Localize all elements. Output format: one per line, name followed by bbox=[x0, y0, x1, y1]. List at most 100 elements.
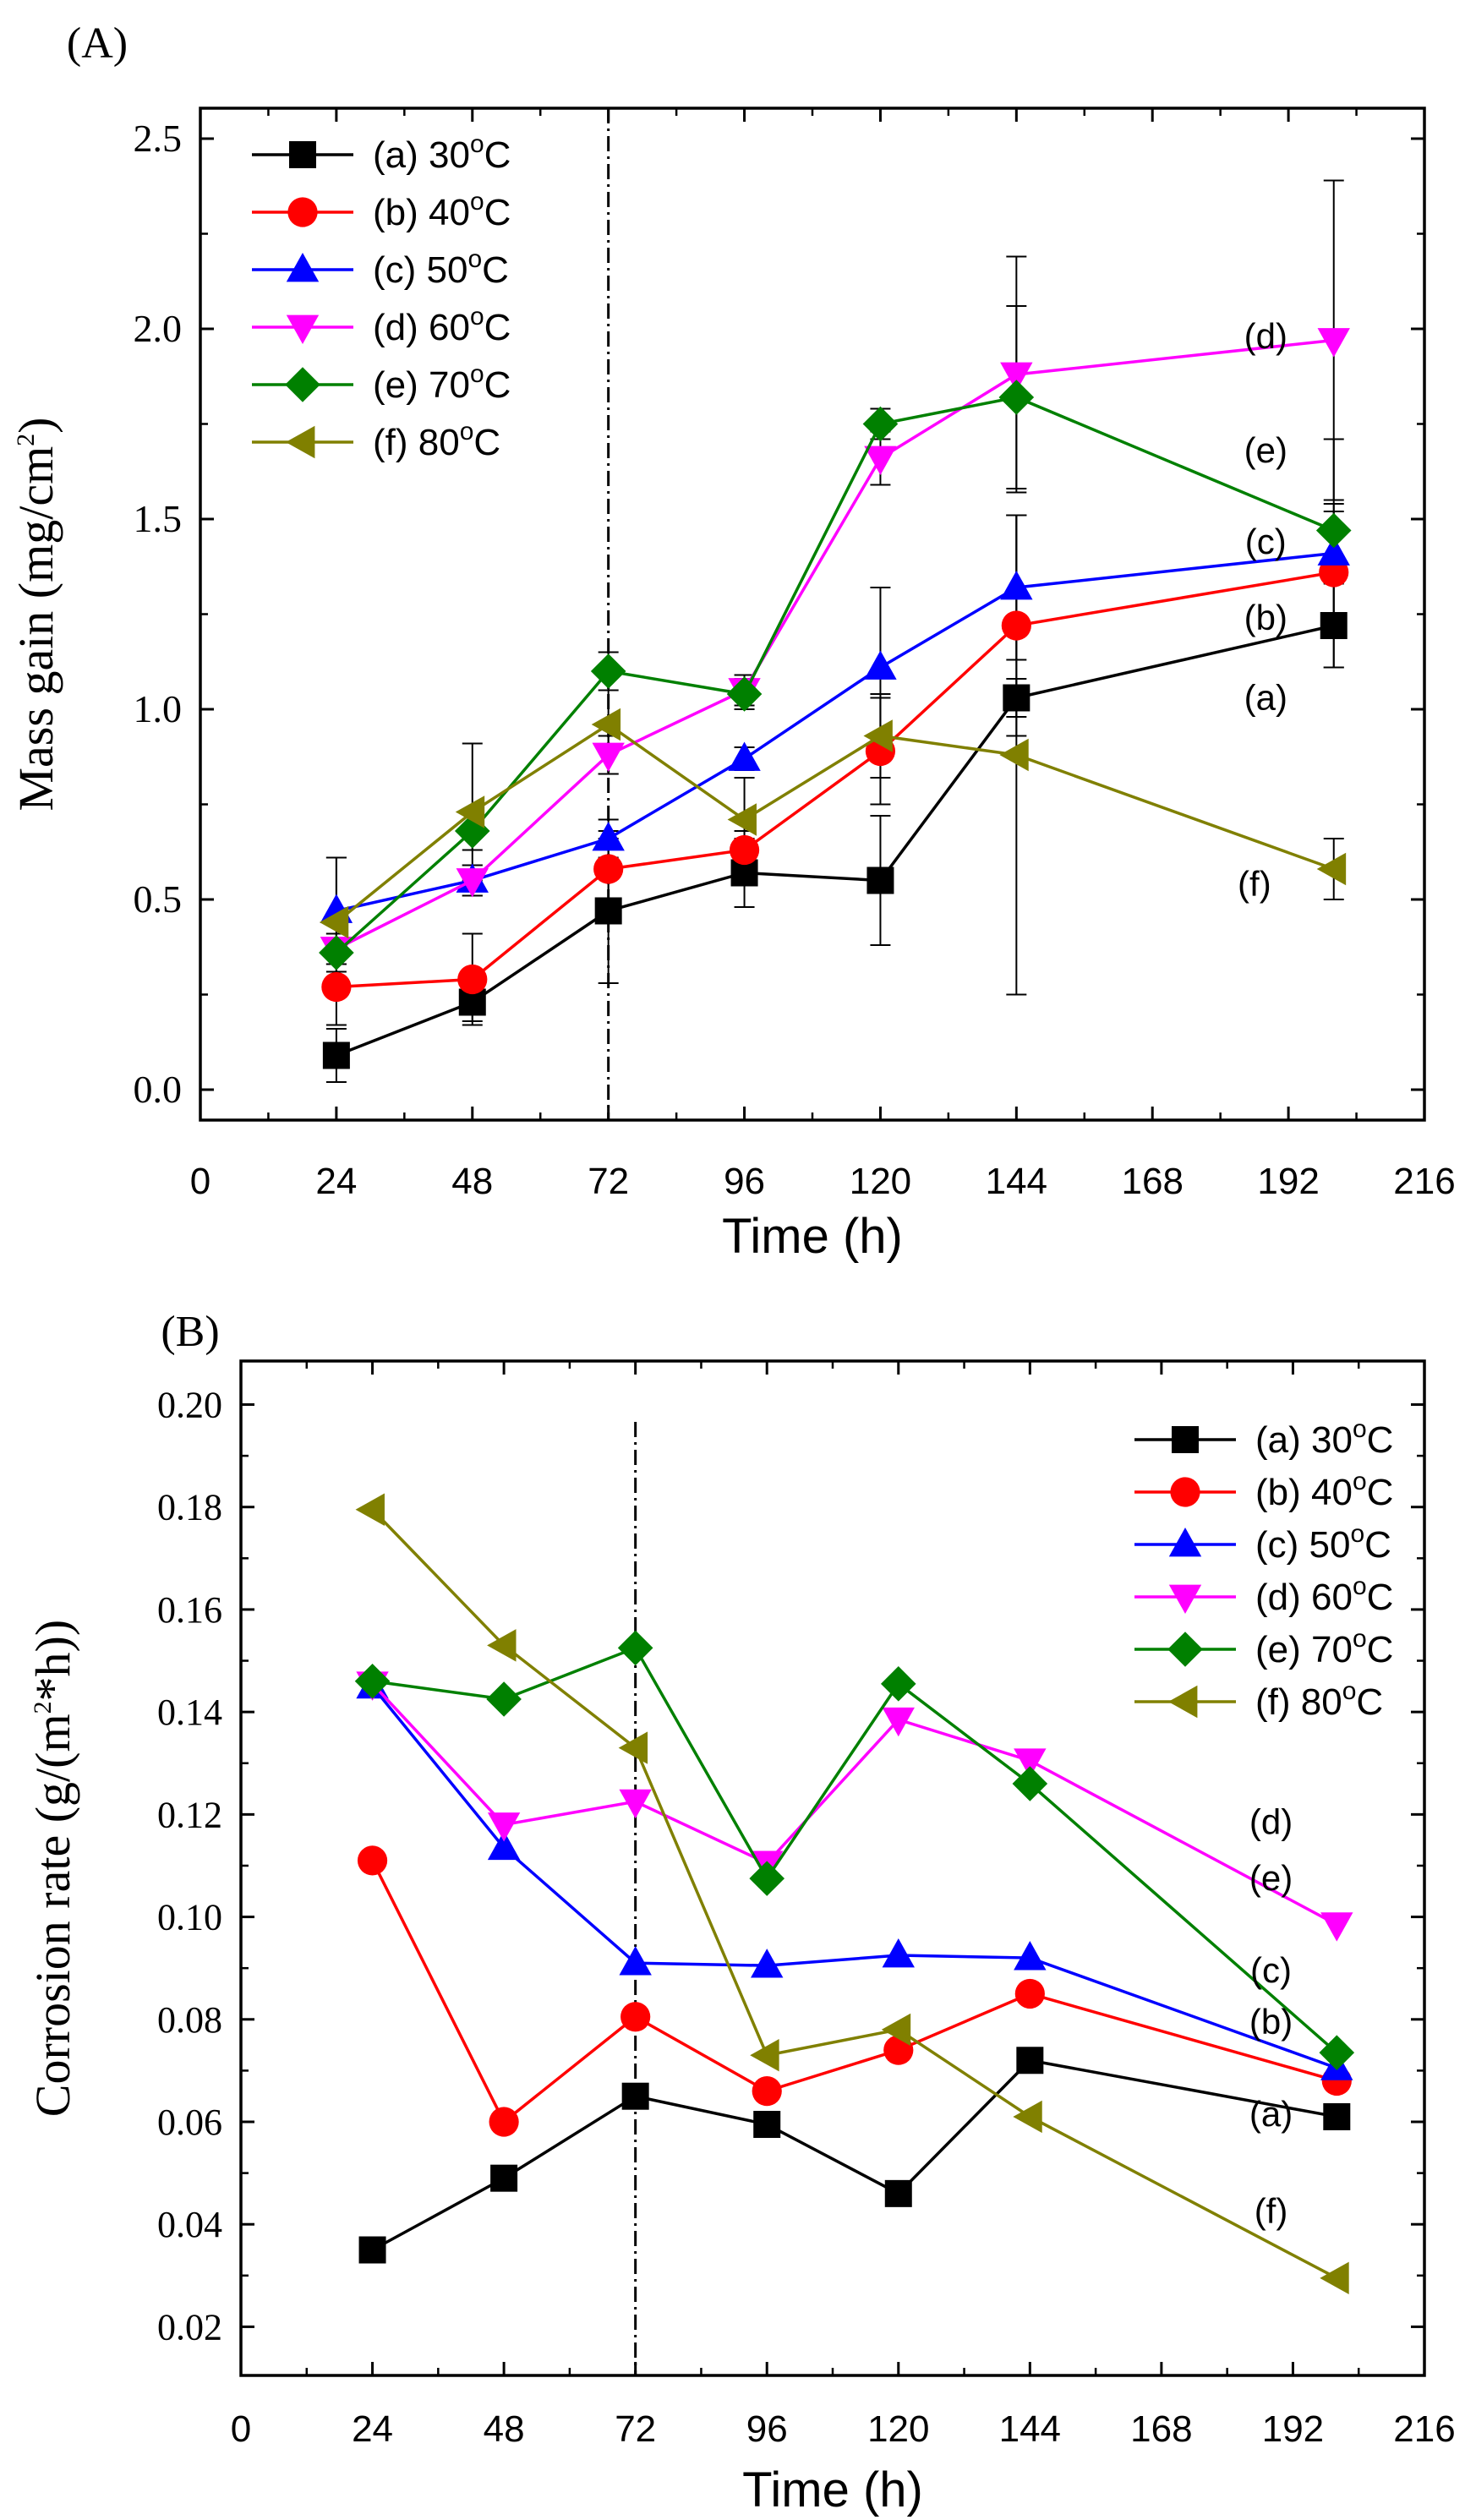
legend-label-unit: C bbox=[1367, 1629, 1394, 1670]
data-point-4 bbox=[1320, 1912, 1353, 1942]
y-tick-label: 1.5 bbox=[134, 497, 183, 540]
series-line-3 bbox=[371, 1685, 1337, 2070]
data-point-4 bbox=[592, 742, 625, 772]
legend-label-main: (e) 70 bbox=[373, 364, 470, 406]
series-line-1 bbox=[336, 624, 1335, 1058]
legend-marker bbox=[287, 197, 318, 227]
legend-label-unit: C bbox=[1356, 1681, 1383, 1723]
legend-label-unit: C bbox=[484, 134, 511, 176]
data-point-5 bbox=[1012, 1766, 1048, 1801]
data-point-2 bbox=[457, 964, 488, 995]
legend-label-degree: o bbox=[460, 418, 474, 446]
data-point-6 bbox=[591, 708, 621, 741]
data-point-5 bbox=[354, 1663, 391, 1699]
legend-label-main: (d) 60 bbox=[1255, 1577, 1353, 1618]
x-tick-label: 24 bbox=[352, 2408, 393, 2450]
data-point-3 bbox=[751, 1949, 784, 1978]
legend-label-main: (c) 50 bbox=[373, 249, 467, 291]
data-point-2 bbox=[729, 834, 760, 866]
legend-marker bbox=[1168, 1685, 1198, 1719]
data-point-6 bbox=[487, 1629, 517, 1662]
legend-label-unit: C bbox=[484, 192, 511, 233]
y-tick-label: 0.10 bbox=[157, 1897, 222, 1938]
legend-label-degree: o bbox=[1342, 1677, 1357, 1705]
legend-label-degree: o bbox=[467, 245, 482, 273]
data-point-1 bbox=[594, 897, 622, 925]
series-annotation: (f) bbox=[1255, 2191, 1288, 2231]
data-point-6 bbox=[727, 803, 757, 836]
data-point-6 bbox=[1316, 852, 1347, 886]
y-axis-title-end: ) bbox=[8, 417, 63, 433]
data-point-1 bbox=[884, 2179, 912, 2207]
legend-marker bbox=[289, 141, 316, 168]
y-tick-label: 0.16 bbox=[157, 1589, 222, 1631]
legend-marker bbox=[1168, 1528, 1202, 1557]
x-tick-label: 192 bbox=[1262, 2408, 1324, 2450]
data-point-4 bbox=[882, 1707, 915, 1737]
data-point-5 bbox=[1315, 512, 1352, 549]
data-point-6 bbox=[355, 1493, 385, 1526]
series-line-1 bbox=[371, 2058, 1337, 2252]
data-point-1 bbox=[322, 1041, 350, 1069]
data-point-3 bbox=[882, 1938, 915, 1968]
legend-label: (b) 40oC bbox=[373, 188, 511, 233]
series-annotation: (d) bbox=[1249, 1801, 1293, 1841]
x-tick-label: 144 bbox=[999, 2408, 1061, 2450]
legend-label: (e) 70oC bbox=[1255, 1625, 1393, 1670]
data-point-3 bbox=[1014, 1941, 1047, 1971]
legend-label-unit: C bbox=[1364, 1524, 1391, 1566]
series-annotation: (c) bbox=[1245, 522, 1287, 561]
legend-label: (c) 50oC bbox=[1255, 1520, 1391, 1566]
series-line-3 bbox=[336, 551, 1334, 913]
series-annotation: (e) bbox=[1244, 430, 1287, 470]
x-tick-label: 120 bbox=[850, 1161, 911, 1202]
y-tick-label: 1.0 bbox=[134, 687, 183, 730]
y-tick-label: 0.06 bbox=[157, 2102, 222, 2143]
panel-label: (A) bbox=[67, 19, 128, 68]
legend-label-main: (d) 60 bbox=[373, 307, 470, 348]
data-point-3 bbox=[1317, 536, 1350, 566]
x-tick-label: 144 bbox=[986, 1161, 1047, 1202]
x-tick-label: 168 bbox=[1130, 2408, 1192, 2450]
x-tick-label: 120 bbox=[867, 2408, 929, 2450]
data-point-2 bbox=[489, 2107, 519, 2137]
data-point-5 bbox=[749, 1861, 785, 1896]
x-tick-label: 24 bbox=[315, 1161, 357, 1202]
data-point-6 bbox=[1013, 2100, 1042, 2134]
x-tick-label: 96 bbox=[724, 1161, 765, 1202]
data-point-2 bbox=[321, 971, 352, 1003]
data-point-5 bbox=[880, 1666, 916, 1702]
legend-marker bbox=[1167, 1632, 1203, 1667]
data-point-3 bbox=[592, 822, 625, 851]
y-tick-label: 0.20 bbox=[157, 1385, 222, 1426]
x-tick-label: 0 bbox=[231, 2408, 251, 2450]
data-point-4 bbox=[487, 1812, 521, 1842]
data-point-6 bbox=[863, 719, 893, 752]
x-axis-title: Time (h) bbox=[742, 2463, 923, 2517]
legend-label-main: (e) 70 bbox=[1255, 1629, 1353, 1670]
data-point-1 bbox=[1323, 2102, 1351, 2130]
data-point-5 bbox=[486, 1681, 522, 1717]
legend-marker bbox=[286, 314, 320, 344]
data-point-2 bbox=[1014, 1978, 1045, 2009]
y-tick-label: 0.12 bbox=[157, 1794, 222, 1835]
legend-label-degree: o bbox=[1353, 1468, 1367, 1495]
x-tick-label: 48 bbox=[451, 1161, 493, 1202]
legend-marker bbox=[1170, 1477, 1200, 1507]
data-point-5 bbox=[617, 1630, 653, 1666]
y-tick-label: 0.02 bbox=[157, 2306, 222, 2348]
series-line-6 bbox=[371, 1508, 1338, 2280]
legend-label: (d) 60oC bbox=[1255, 1572, 1393, 1618]
y-axis-title-main: Corrosion rate (g/(m bbox=[25, 1714, 80, 2117]
data-point-6 bbox=[750, 2039, 779, 2072]
x-tick-label: 168 bbox=[1122, 1161, 1184, 1202]
data-point-3 bbox=[487, 1830, 521, 1861]
y-tick-label: 2.0 bbox=[134, 307, 183, 350]
legend-label-unit: C bbox=[482, 249, 509, 291]
data-point-5 bbox=[998, 380, 1035, 415]
data-point-3 bbox=[864, 650, 897, 680]
legend-label: (c) 50oC bbox=[373, 245, 509, 291]
legend-label-degree: o bbox=[470, 188, 484, 216]
data-point-4 bbox=[1000, 362, 1033, 391]
